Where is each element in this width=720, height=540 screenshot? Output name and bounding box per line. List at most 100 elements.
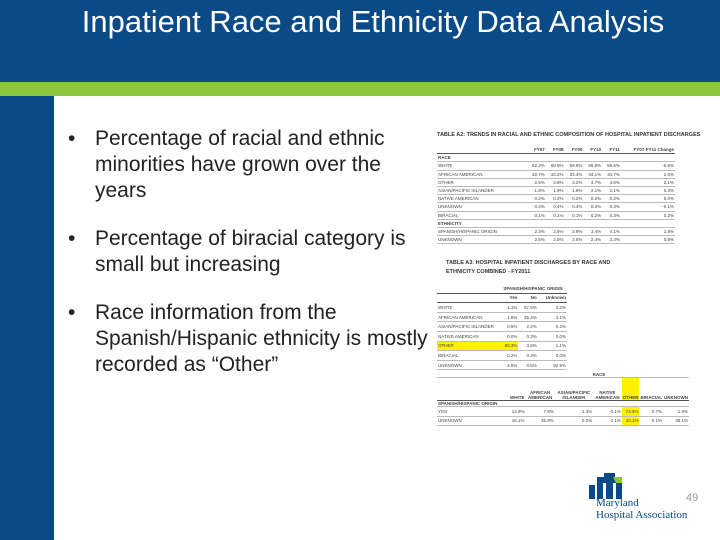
table-cell: 1.8%	[527, 186, 546, 196]
table-cell: 2.1%	[620, 178, 675, 187]
table-header-cell: NATIVE AMERICAN	[593, 377, 622, 401]
title-banner	[0, 0, 720, 82]
slide-number: 49	[686, 492, 699, 504]
table-cell: 1.1%	[499, 302, 519, 313]
bullet-item: • Percentage of biracial category is smal…	[68, 226, 428, 278]
row-label: BIRACIAL	[437, 350, 499, 361]
table-cell: 38.1%	[662, 416, 689, 427]
table-cell: 0.3%	[602, 202, 621, 212]
table-row: SPANISH/HISPANIC ORIGIN 2.3% 2.6% 2.9% 3.4% 4…	[437, 227, 675, 237]
accent-stripe	[0, 82, 720, 96]
table-cell: 4.5%	[499, 360, 519, 371]
table-cell: 0.5%	[518, 360, 538, 371]
table-cell: 2.5%	[527, 235, 546, 245]
table-header-cell: FY07-FY11 Change	[620, 146, 675, 155]
table-cell: 33.4%	[564, 170, 584, 179]
table-row: AFRICAN AMERICAN 1.6% 35.4% 4.1%	[437, 312, 567, 323]
table-cell: 56.6%	[602, 161, 621, 171]
row-label: AFRICAN AMERICAN	[437, 312, 499, 323]
table-cell: 1.9%	[545, 186, 565, 196]
ethnicity-rows: SPANISH/HISPANIC ORIGIN 2.3% 2.6% 2.9% 3.4% 4…	[437, 227, 675, 245]
row-label: NATIVE AMERICAN	[437, 194, 527, 204]
table-cell: 2.2%	[537, 302, 567, 313]
table-cell: 60.9%	[545, 161, 565, 171]
table-cell: 12.9%	[509, 406, 526, 417]
table-a4: RACE WHITE AFRICAN AMERICAN ASIAN/PACIFIC …	[437, 372, 689, 427]
table-cell: 4.1%	[602, 227, 621, 237]
table-cell: 0.2%	[620, 211, 675, 220]
bullet-glyph: •	[68, 227, 76, 250]
table-a3: SPANISH/HISPANIC ORIGIN Yes No Unknown W…	[437, 284, 567, 371]
table-cell: 0.4%	[545, 202, 565, 212]
table-cell: 34.7%	[602, 170, 621, 179]
table-cell: 0.1%	[545, 211, 565, 220]
table-header-cell: FY08	[545, 146, 565, 155]
section-label: RACE	[437, 153, 675, 163]
table-row: UNKNOWN 0.4% 0.4% 0.4% 0.3% 0.3% -0.1%	[437, 202, 675, 212]
table-cell: 0.3%	[583, 202, 603, 212]
table-header-cell	[437, 146, 527, 155]
bullet-text: Percentage of biracial category is small…	[95, 227, 406, 276]
row-label: UNKNOWN	[437, 202, 527, 212]
table-header-cell: Yes	[499, 293, 519, 304]
table-header-cell: ASIAN/PACIFIC ISLANDER	[554, 377, 594, 401]
row-label: OTHER	[437, 341, 499, 352]
table-cell: 0.0%	[537, 331, 567, 342]
row-label: BIRACIAL	[437, 211, 527, 220]
bullet-glyph: •	[68, 127, 76, 150]
table-cell: 0.2%	[537, 321, 567, 332]
table-cell: 0.3%	[518, 350, 538, 361]
table-cell: 2.6%	[545, 227, 565, 237]
table-header-cell	[437, 293, 499, 304]
bullet-glyph: •	[68, 301, 76, 324]
table-cell: 1.6%	[499, 312, 519, 323]
table-cell: 33.2%	[545, 170, 565, 179]
table-cell: -0.1%	[620, 202, 675, 212]
table-cell: 2.5%	[527, 178, 546, 187]
table-cell: 0.0%	[499, 331, 519, 342]
table-cell: 0.0%	[537, 350, 567, 361]
row-label: AFRICAN AMERICAN	[437, 170, 527, 179]
table-cell: 0.4%	[564, 202, 584, 212]
table-cell: 1.3%	[554, 406, 594, 417]
table-cell: 0.2%	[527, 194, 546, 204]
table-a3-title-line1: TABLE A3: HOSPITAL INPATIENT DISCHARGES …	[446, 260, 611, 266]
table-header-cell: AFRICAN AMERICAN	[525, 377, 555, 401]
table-cell: 0.2%	[583, 211, 603, 220]
row-label: OTHER	[437, 178, 527, 187]
logo-line1: Maryland	[596, 497, 639, 509]
table-cell: 92.5%	[537, 360, 567, 371]
table-cell: 0.1%	[639, 416, 663, 427]
table-section-row: RACE	[437, 153, 675, 163]
table-section-row: ETHNICITY	[437, 219, 675, 228]
bullet-text: Percentage of racial and ethnic minoriti…	[95, 127, 385, 202]
table-header-cell: UNKNOWN	[662, 377, 689, 401]
table-row: UNKNOWN 2.5% 2.5% 2.5% 2.4% 3.3% 0.8%	[437, 235, 675, 245]
table-cell: 34.1%	[583, 170, 603, 179]
table-cell: 59.8%	[564, 161, 584, 171]
table-row: ASIAN/PACIFIC ISLANDER 0.5% 2.2% 0.2%	[437, 321, 567, 332]
table-group-header: SPANISH/HISPANIC ORIGIN	[499, 284, 567, 294]
table-cell: 2.9%	[545, 178, 565, 187]
table-header-cell	[437, 377, 509, 401]
table-cell: 0.2%	[583, 194, 603, 204]
table-cell: 35.9%	[525, 416, 555, 427]
table-row: NATIVE AMERICAN 0.2% 0.2% 0.2% 0.2% 0.2% 0.0%	[437, 194, 675, 204]
table-cell: 3.8%	[518, 341, 538, 352]
table-header-cell: FY09	[564, 146, 584, 155]
table-cell: 2.0%	[620, 170, 675, 179]
table-row: WHITE 62.2% 60.9% 59.8% 58.8% 56.6% -5.6%	[437, 161, 675, 171]
table-cell: 10.1%	[621, 416, 640, 427]
slide-title: Inpatient Race and Ethnicity Data Analys…	[81, 4, 665, 39]
row-label: UNKNOWN	[437, 416, 509, 427]
table-header-row: Yes No Unknown	[437, 293, 567, 304]
section-label: ETHNICITY	[437, 219, 675, 228]
table-cell: 80.3%	[499, 341, 519, 352]
table-cell: 3.4%	[583, 227, 603, 237]
table-cell: 2.1%	[602, 186, 621, 196]
table-cell: 0.3%	[602, 211, 621, 220]
table-row: YES 12.9% 7.8% 1.3% 0.1% 74.5% 0.7% 1.9%	[437, 406, 689, 417]
logo-line2: Hospital Association	[596, 509, 688, 521]
row-label: WHITE	[437, 161, 527, 171]
table-cell: 32.7%	[527, 170, 546, 179]
